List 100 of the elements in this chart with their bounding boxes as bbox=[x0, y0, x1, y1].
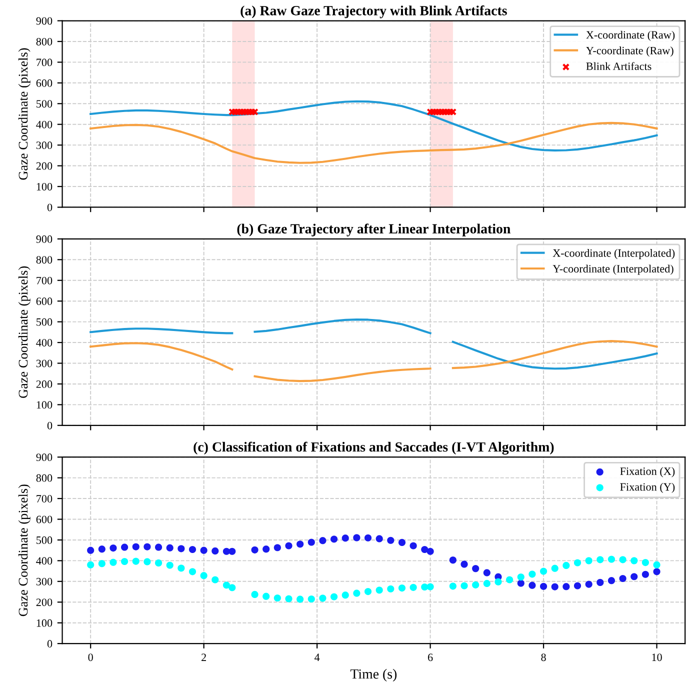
point bbox=[517, 574, 524, 581]
line-series bbox=[90, 100, 658, 152]
line-series bbox=[90, 122, 658, 164]
x-tick-label: 8 bbox=[541, 654, 546, 662]
point bbox=[562, 562, 570, 569]
point bbox=[285, 595, 292, 602]
point bbox=[517, 580, 524, 587]
point bbox=[630, 557, 638, 564]
y-tick-label: 700 bbox=[36, 276, 52, 284]
y-tick-label: 400 bbox=[36, 557, 52, 565]
point bbox=[110, 558, 117, 566]
x-tick-label: 2 bbox=[202, 654, 206, 661]
legend-label: Fixation (Y) bbox=[620, 482, 675, 493]
point bbox=[494, 578, 502, 586]
point bbox=[166, 562, 174, 569]
point bbox=[121, 558, 128, 566]
legend-label: Y-coordinate (Interpolated) bbox=[552, 264, 674, 275]
point bbox=[449, 556, 456, 564]
point bbox=[528, 582, 536, 589]
point bbox=[132, 558, 140, 565]
y-tick-label: 300 bbox=[36, 142, 52, 150]
point bbox=[376, 535, 383, 542]
point bbox=[426, 583, 434, 590]
point bbox=[121, 544, 128, 551]
point bbox=[398, 538, 406, 546]
y-tick-label: 900 bbox=[36, 235, 52, 243]
point bbox=[296, 540, 304, 548]
y-tick-label: 0 bbox=[47, 640, 52, 648]
y-tick-label: 500 bbox=[36, 100, 52, 108]
point bbox=[551, 564, 558, 572]
y-tick-label: 100 bbox=[36, 182, 52, 190]
point bbox=[342, 592, 349, 599]
point bbox=[110, 544, 117, 552]
y-tick-label: 600 bbox=[36, 298, 52, 306]
y-tick-label: 0 bbox=[47, 204, 52, 212]
point bbox=[460, 560, 468, 568]
y-tick-label: 300 bbox=[36, 578, 52, 586]
point bbox=[342, 534, 349, 542]
point bbox=[410, 542, 417, 550]
x-tick-label: 10 bbox=[652, 654, 662, 662]
point bbox=[154, 559, 162, 567]
y-tick-label: 900 bbox=[36, 17, 52, 25]
y-tick-label: 300 bbox=[36, 360, 52, 368]
point bbox=[574, 582, 582, 590]
point bbox=[551, 583, 558, 590]
point bbox=[212, 576, 219, 584]
x-axis-title: Time (s) bbox=[350, 668, 397, 682]
point bbox=[574, 559, 582, 566]
point bbox=[506, 576, 514, 584]
y-tick-label: 200 bbox=[36, 380, 52, 388]
point bbox=[166, 544, 174, 552]
point bbox=[353, 590, 360, 597]
point bbox=[144, 543, 151, 550]
point bbox=[376, 586, 383, 594]
point bbox=[421, 546, 428, 554]
y-tick-label: 700 bbox=[36, 494, 52, 502]
point bbox=[472, 581, 480, 588]
y-tick-label: 400 bbox=[36, 120, 52, 128]
y-tick-label: 600 bbox=[36, 516, 52, 524]
point bbox=[619, 574, 626, 582]
point bbox=[251, 590, 258, 598]
y-axis-title: Gaze Coordinate (pixels) bbox=[18, 266, 30, 398]
point bbox=[642, 570, 649, 578]
point bbox=[630, 573, 638, 580]
point bbox=[364, 588, 372, 596]
point bbox=[262, 546, 270, 553]
point bbox=[319, 594, 326, 602]
legend-label: Blink Artifacts bbox=[586, 62, 652, 70]
point bbox=[483, 569, 490, 576]
y-tick-label: 200 bbox=[36, 598, 52, 606]
point bbox=[642, 559, 649, 566]
y-tick-label: 100 bbox=[36, 401, 52, 409]
point bbox=[200, 572, 208, 580]
y-axis-title: Gaze Coordinate (pixels) bbox=[18, 48, 30, 180]
point bbox=[144, 558, 151, 566]
point bbox=[132, 543, 140, 550]
point bbox=[483, 580, 490, 588]
point bbox=[228, 548, 236, 555]
point bbox=[460, 582, 468, 590]
x-tick-label: 0 bbox=[88, 654, 93, 662]
y-tick-label: 100 bbox=[36, 619, 52, 627]
point bbox=[154, 544, 162, 551]
point bbox=[200, 546, 208, 554]
legend-label: X-coordinate (Interpolated) bbox=[552, 248, 675, 260]
y-tick-label: 200 bbox=[36, 162, 52, 170]
point bbox=[585, 557, 592, 564]
x-tick-label: 6 bbox=[428, 654, 433, 662]
point bbox=[596, 556, 604, 564]
point bbox=[285, 542, 292, 550]
chart-title: (b) Gaze Trajectory after Linear Interpolation bbox=[237, 224, 510, 236]
point bbox=[653, 568, 660, 576]
point bbox=[608, 577, 616, 584]
point bbox=[387, 536, 394, 544]
point bbox=[178, 564, 185, 572]
y-axis-title: Gaze Coordinate (pixels) bbox=[18, 484, 30, 616]
point bbox=[296, 596, 304, 603]
point bbox=[540, 582, 548, 590]
point bbox=[472, 565, 480, 572]
legend-label: Y-coordinate (Raw) bbox=[586, 46, 674, 57]
point bbox=[222, 582, 230, 589]
